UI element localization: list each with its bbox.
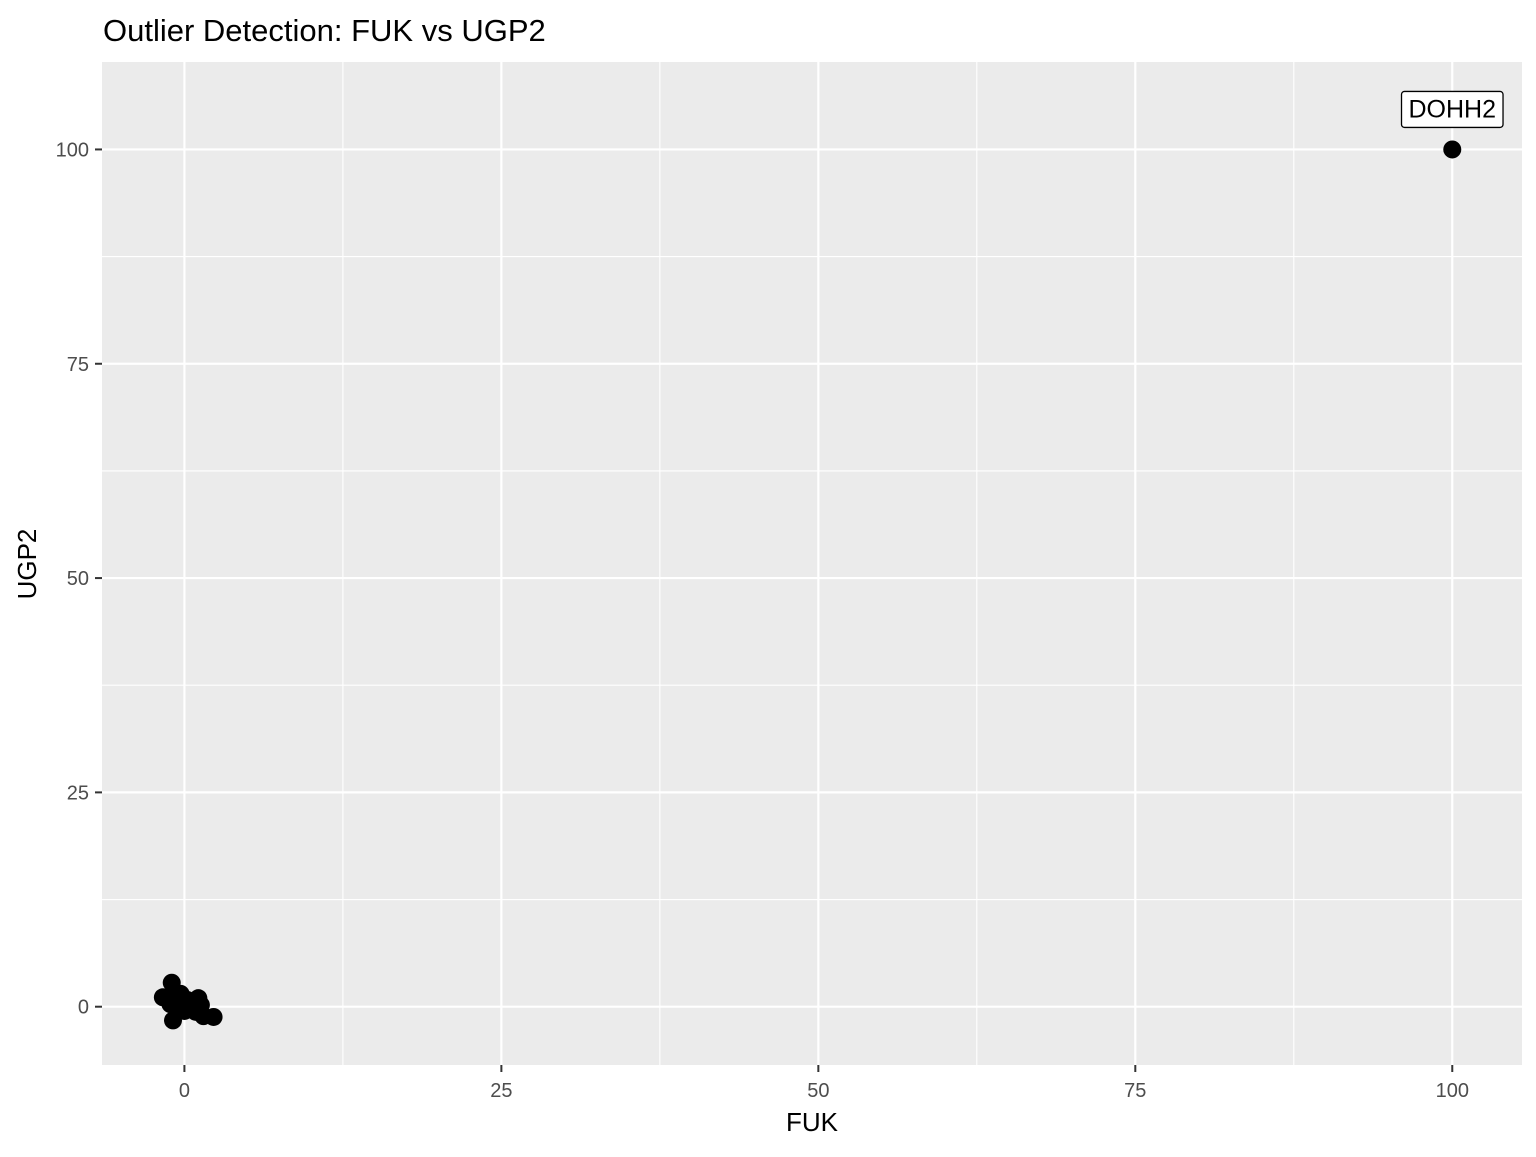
chart-title: Outlier Detection: FUK vs UGP2 [103,13,546,48]
y-tick-label: 0 [78,997,89,1019]
major-gridlines [102,62,1522,1065]
x-axis-title: FUK [786,1107,839,1137]
y-axis: 0 25 50 75 100 [56,139,102,1019]
minor-gridlines [102,62,1522,1065]
data-point [175,1001,194,1020]
x-axis: 0 25 50 75 100 [179,1065,1469,1102]
data-points [153,140,1462,1030]
point-label-text: DOHH2 [1409,95,1497,123]
y-tick-label: 50 [67,568,89,590]
x-tick-label: 75 [1124,1080,1146,1102]
point-labels: DOHH2 [1400,90,1504,129]
y-axis-title: UGP2 [12,529,42,600]
y-tick-label: 75 [67,354,89,376]
x-tick-label: 0 [179,1080,190,1102]
plot-panel [102,62,1522,1065]
x-tick-label: 25 [490,1080,512,1102]
x-tick-label: 50 [807,1080,829,1102]
point-label-box [1400,90,1504,129]
outlier-point [1443,140,1462,159]
point-label: DOHH2 [1400,90,1504,129]
y-tick-label: 25 [67,782,89,804]
x-tick-label: 100 [1436,1080,1469,1102]
data-point [157,989,176,1008]
data-point [191,995,210,1014]
y-tick-label: 100 [56,139,89,161]
data-point [204,1007,223,1026]
